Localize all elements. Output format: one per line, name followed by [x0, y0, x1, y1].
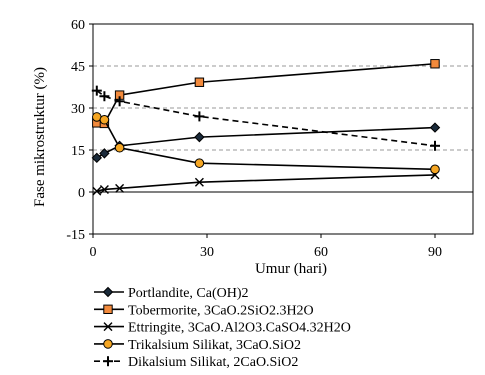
data-point — [114, 142, 125, 153]
data-point — [194, 158, 205, 168]
legend-label: Trikalsium Silikat, 3CaO.SiO2 — [128, 338, 301, 353]
legend-item: Dikalsium Silikat, 2CaO.SiO2 — [94, 355, 298, 370]
x-axis-label: Umur (hari) — [255, 261, 327, 277]
series-2 — [92, 170, 440, 196]
series-line — [96, 174, 436, 192]
legend-label: Portlandite, Ca(OH)2 — [128, 286, 249, 301]
series-line — [96, 62, 436, 125]
y-tick-label: 0 — [78, 186, 85, 201]
y-tick-label: 45 — [71, 60, 85, 75]
data-point — [99, 184, 109, 194]
y-tick-label: -15 — [66, 228, 85, 243]
data-point — [99, 148, 110, 159]
legend: Portlandite, Ca(OH)2 Tobermorite, 3CaO.2S… — [94, 286, 351, 370]
legend-marker — [103, 304, 113, 315]
y-tick-label: 60 — [71, 18, 85, 33]
data-point — [99, 114, 110, 125]
series-1 — [92, 59, 440, 129]
data-point — [194, 177, 204, 187]
data-point — [429, 122, 441, 133]
legend-label: Tobermorite, 3CaO.2SiO2.3H2O — [128, 303, 314, 318]
data-point — [91, 85, 102, 96]
series-0 — [91, 122, 441, 164]
series-layer — [91, 59, 441, 196]
y-axis-label: Fase mikrostruktur (%) — [32, 67, 48, 207]
data-point — [91, 152, 103, 164]
legend-marker — [103, 322, 113, 332]
data-point — [115, 183, 125, 193]
x-tick-label: 90 — [428, 245, 442, 260]
data-point — [430, 140, 440, 151]
y-tick-label: 30 — [71, 102, 85, 117]
legend-marker — [103, 356, 113, 367]
label-layer: Umur (hari) Fase mikrostruktur (%) — [32, 67, 327, 277]
data-point — [194, 131, 205, 143]
axis-layer: -15 0 15 30 45 60 0 30 60 90 — [66, 18, 474, 260]
legend-item: Tobermorite, 3CaO.2SiO2.3H2O — [94, 303, 314, 318]
legend-item: Ettringite, 3CaO.Al2O3.CaSO4.32H2O — [94, 321, 351, 336]
data-point — [114, 96, 125, 107]
data-point — [92, 186, 102, 196]
series-line — [96, 89, 436, 147]
x-tick-label: 30 — [200, 245, 214, 260]
series-3 — [92, 112, 440, 175]
plot-frame — [92, 23, 474, 235]
legend-item: Portlandite, Ca(OH)2 — [94, 286, 249, 301]
legend-marker — [102, 286, 114, 298]
data-point — [430, 59, 440, 69]
data-point — [194, 77, 205, 87]
data-point — [99, 91, 110, 102]
y-tick-label: 15 — [71, 144, 85, 159]
data-point — [194, 111, 205, 122]
legend-item: Trikalsium Silikat, 3CaO.SiO2 — [94, 338, 301, 353]
x-tick-label: 0 — [90, 245, 97, 260]
data-point — [430, 164, 440, 175]
series-4 — [91, 85, 440, 151]
legend-marker — [103, 339, 113, 349]
x-tick-label: 60 — [314, 245, 328, 260]
legend-label: Ettringite, 3CaO.Al2O3.CaSO4.32H2O — [128, 321, 351, 336]
legend-label: Dikalsium Silikat, 2CaO.SiO2 — [128, 355, 298, 370]
